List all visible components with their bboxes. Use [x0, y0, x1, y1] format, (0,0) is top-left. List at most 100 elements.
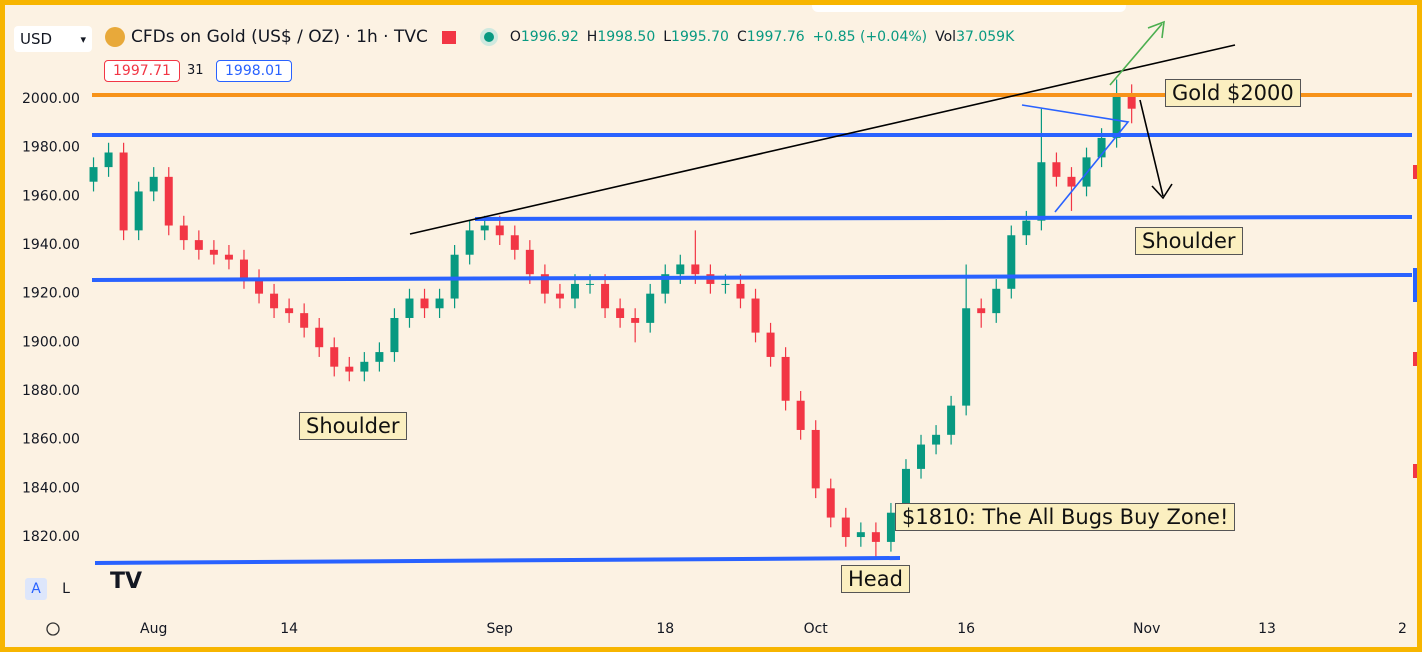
candle-body — [631, 318, 640, 323]
ohlc-key: L — [663, 29, 672, 45]
ohlc-value: 1998.50 — [597, 29, 656, 45]
x-tick-label: 18 — [656, 621, 674, 637]
candle-body — [992, 288, 1001, 314]
x-tick-label: Aug — [140, 621, 167, 637]
x-tick-label: Oct — [804, 621, 829, 637]
y-tick-label: 1880.00 — [22, 383, 80, 399]
candle-body — [1127, 94, 1136, 109]
candle-body — [224, 254, 233, 260]
edge-marker — [1413, 165, 1417, 179]
auto-button[interactable]: A — [25, 578, 47, 600]
level-line — [94, 556, 901, 565]
candle-body — [1067, 176, 1076, 187]
candle-body — [570, 283, 579, 299]
candle-body — [1037, 162, 1046, 221]
flag[interactable] — [441, 30, 456, 44]
candle-body — [1052, 162, 1061, 177]
candle-body — [420, 298, 429, 309]
candle-body — [766, 332, 775, 357]
candle-body — [525, 249, 534, 275]
level-line — [91, 273, 1413, 282]
candle-body — [255, 279, 264, 294]
y-tick-label: 1960.00 — [22, 188, 80, 204]
annotation: Head — [841, 565, 910, 593]
ohlc-key: O — [509, 29, 521, 45]
candle-body — [480, 225, 489, 231]
candle-body — [134, 191, 143, 231]
bid[interactable]: 1997.71 — [104, 60, 180, 82]
x-tick-label: Sep — [487, 621, 514, 637]
candle-body — [1097, 137, 1106, 158]
candle-body — [796, 400, 805, 430]
candle-body — [886, 512, 895, 542]
candle-body — [947, 405, 956, 435]
symbol: CFDs on Gold (US$ / OZ) · 1h · TVC — [131, 27, 428, 47]
arrow-up — [1109, 20, 1165, 86]
ask[interactable]: 1998.01 — [216, 60, 292, 82]
candle-body — [856, 532, 865, 538]
y-tick-label: 1840.00 — [22, 480, 80, 496]
triangle — [1021, 104, 1130, 213]
currency: USD — [20, 30, 53, 48]
candle-body — [435, 298, 444, 309]
ohlc-value: 1995.70 — [671, 29, 729, 45]
candle-body — [149, 176, 158, 192]
symbol-row: CFDs on Gold (US$ / OZ) · 1h · TVC O 1996… — [105, 27, 1022, 47]
trend-line — [409, 44, 1236, 235]
candle-body — [1112, 94, 1121, 138]
log-button[interactable]: L — [62, 581, 70, 597]
volume: 37.059K — [956, 29, 1015, 45]
y-tick-label: 1820.00 — [22, 529, 80, 545]
candle-body — [360, 361, 369, 372]
candle-body — [646, 293, 655, 323]
candle-body — [239, 259, 248, 280]
annotation: Gold $2000 — [1165, 79, 1301, 107]
candle-body — [977, 308, 986, 314]
candle-body — [510, 235, 519, 250]
candle-body — [104, 152, 113, 168]
candle-body — [616, 308, 625, 319]
edge-marker — [1413, 464, 1417, 478]
y-tick-label: 1940.00 — [22, 237, 80, 253]
candle-body — [89, 167, 98, 182]
candle-body — [300, 313, 309, 328]
edge-marker — [1413, 268, 1417, 302]
annotation: Shoulder — [1135, 227, 1243, 255]
candle-body — [375, 352, 384, 362]
level-line — [474, 215, 1413, 221]
drawings — [91, 20, 1413, 565]
candle-body — [119, 152, 128, 231]
ohlc-key: H — [586, 29, 598, 45]
y-tick-label: 1900.00 — [22, 334, 80, 350]
candle-body — [1007, 235, 1016, 289]
candle-body — [917, 444, 926, 469]
candle-body — [330, 347, 339, 367]
candle-body — [841, 517, 850, 538]
candle-body — [691, 264, 700, 275]
edge-marker — [1413, 352, 1417, 366]
ohlc: O 1996.92 H 1998.50 L 1995.70 C 1997.76 — [510, 29, 813, 45]
candle-body — [932, 434, 941, 445]
candle-body — [194, 240, 203, 250]
arrow-down — [1139, 99, 1173, 200]
candle-body — [811, 429, 820, 489]
ohlc-value: 1996.92 — [520, 29, 579, 45]
x-tick-label: 16 — [957, 621, 975, 637]
volume-key: Vol — [935, 29, 957, 45]
candle-body — [315, 327, 324, 348]
candle-body — [405, 298, 414, 319]
candle-body — [871, 532, 880, 542]
currency-select[interactable]: USD ▾ — [14, 26, 92, 52]
settings-icon[interactable] — [46, 622, 60, 636]
candle-body — [661, 274, 670, 294]
ohlc-value: 1997.76 — [746, 29, 805, 45]
candle-body — [540, 274, 549, 294]
candle-body — [676, 264, 685, 275]
candle-body — [751, 298, 760, 333]
candle-body — [465, 230, 474, 255]
candle-body — [586, 283, 595, 285]
top-panel — [812, 5, 1126, 12]
candle-body — [736, 283, 745, 299]
